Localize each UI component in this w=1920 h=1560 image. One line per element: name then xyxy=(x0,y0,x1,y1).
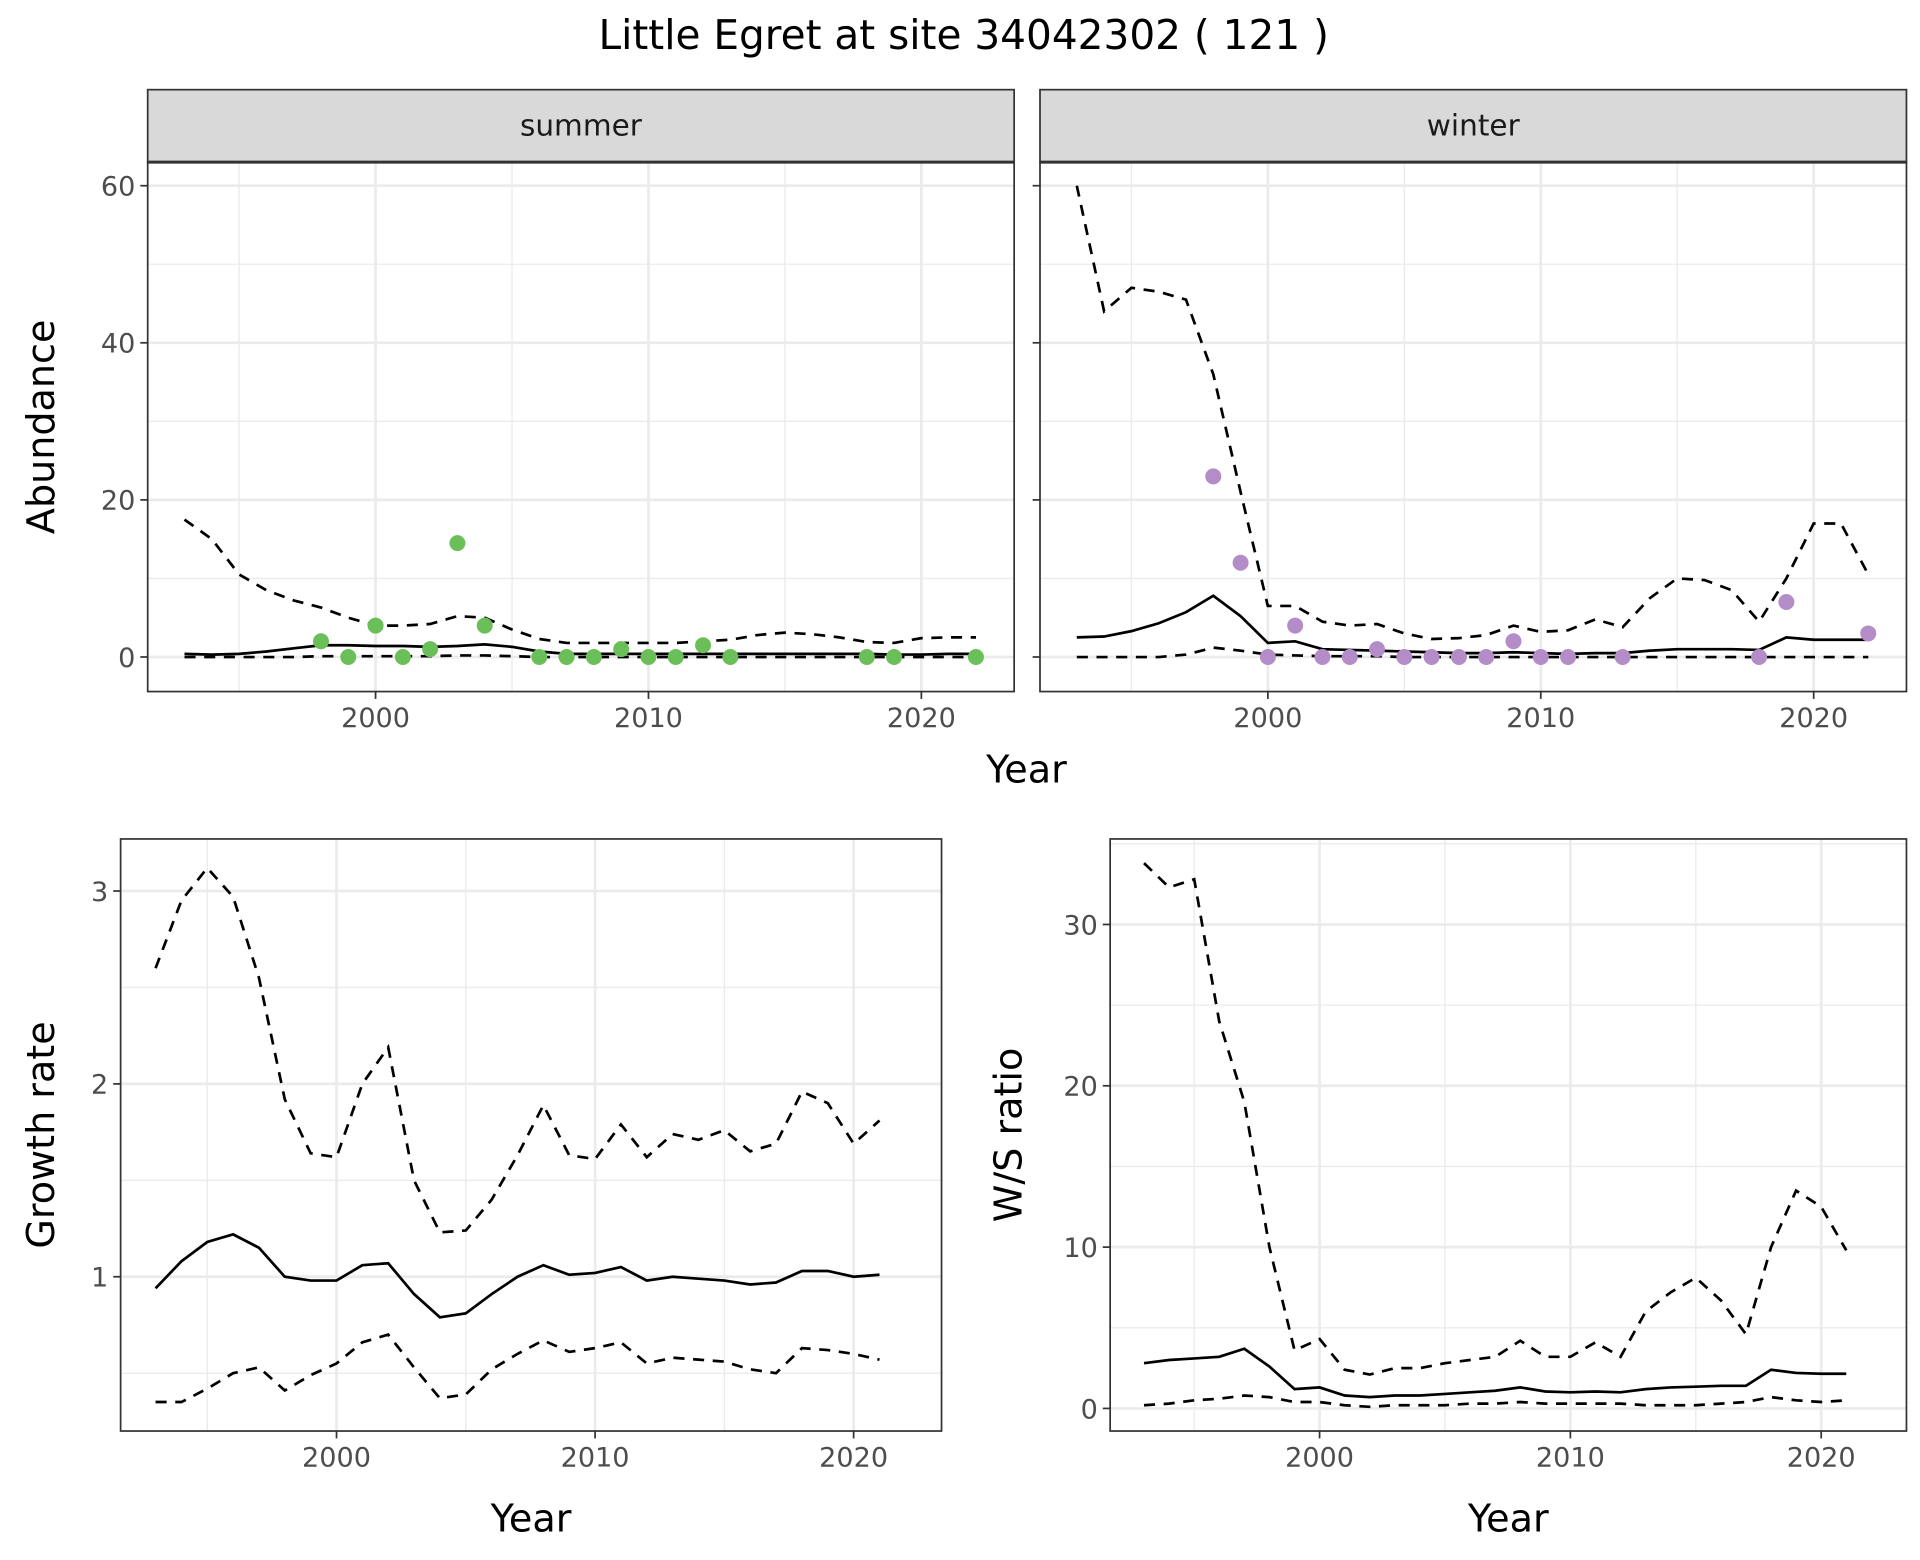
data-point xyxy=(1532,649,1549,665)
y-tick-label: 40 xyxy=(101,329,135,360)
data-point xyxy=(558,649,575,665)
x-tick-label: 2010 xyxy=(1536,1443,1605,1474)
y-tick-label: 2 xyxy=(91,1070,108,1101)
panel-growth: 2000 2010 2020 1 2 3 Year Growth rate xyxy=(19,838,943,1541)
panel-border xyxy=(1109,838,1908,1432)
data-point xyxy=(531,649,548,665)
data-point xyxy=(340,649,357,665)
data-point xyxy=(886,649,903,665)
data-point xyxy=(613,641,630,658)
data-point xyxy=(1341,649,1358,665)
x-tick-label: 2000 xyxy=(302,1443,371,1474)
series-line-upper xyxy=(183,518,976,645)
data-point xyxy=(1396,649,1413,665)
series-line-lower xyxy=(1076,646,1869,659)
x-tick-label: 2010 xyxy=(614,703,683,734)
data-point xyxy=(640,649,657,665)
plot-background xyxy=(120,838,942,1432)
x-axis-title: Year xyxy=(985,747,1067,791)
x-tick-label: 2000 xyxy=(1285,1443,1354,1474)
series-line-lower xyxy=(155,1333,880,1404)
y-tick-label: 0 xyxy=(118,643,135,674)
series-line-upper xyxy=(154,865,881,1234)
x-tick-label: 2000 xyxy=(341,703,410,734)
facet-strip xyxy=(146,88,1016,164)
data-point xyxy=(1505,633,1522,650)
data-point xyxy=(722,649,739,665)
plot-background xyxy=(1110,838,1907,1432)
x-tick-label: 2010 xyxy=(1506,703,1575,734)
y-tick-label: 30 xyxy=(1063,910,1097,941)
data-point xyxy=(422,641,439,658)
y-tick-label: 0 xyxy=(1081,1394,1098,1425)
chart-title: Little Egret at site 34042302 ( 121 ) xyxy=(598,11,1328,59)
data-point xyxy=(585,649,602,665)
series-line-upper xyxy=(1143,862,1848,1376)
data-point xyxy=(449,535,466,552)
y-tick-label: 20 xyxy=(101,486,135,517)
x-tick-label: 2010 xyxy=(561,1443,630,1474)
y-axis-title: Growth rate xyxy=(19,1021,63,1248)
series-line-mean xyxy=(1143,1347,1847,1399)
data-point xyxy=(695,637,712,654)
data-point xyxy=(1860,625,1877,642)
data-point xyxy=(1287,617,1304,634)
data-point xyxy=(1450,649,1467,665)
x-tick-label: 2020 xyxy=(1779,703,1848,734)
x-tick-label: 2020 xyxy=(819,1443,888,1474)
data-point xyxy=(1560,649,1577,665)
y-axis-title: W/S ratio xyxy=(987,1048,1031,1223)
data-point xyxy=(858,649,875,665)
x-axis-title: Year xyxy=(490,1497,572,1541)
data-point xyxy=(1778,594,1795,610)
facet-label-winter: winter xyxy=(1427,109,1521,143)
series-line-mean xyxy=(154,1232,880,1319)
plot-background xyxy=(147,162,1015,692)
x-tick-label: 2020 xyxy=(887,703,956,734)
facet-label-summer: summer xyxy=(520,109,643,143)
panel-summer: summer 2000 2010 2020 0 20 40 60 Year Abundance xyxy=(19,88,1067,791)
panel-winter: winter 2000 2010 2020 xyxy=(1032,88,1908,734)
data-point xyxy=(667,649,684,665)
y-tick-label: 1 xyxy=(91,1263,108,1294)
facet-strip xyxy=(1039,88,1908,164)
x-tick-label: 2020 xyxy=(1787,1443,1856,1474)
data-point xyxy=(1314,649,1331,665)
y-tick-label: 10 xyxy=(1063,1233,1097,1264)
x-tick-label: 2000 xyxy=(1233,703,1302,734)
series-line-lower xyxy=(184,654,976,659)
y-tick-label: 20 xyxy=(1063,1072,1097,1103)
data-point xyxy=(1232,554,1249,571)
data-point xyxy=(967,649,984,665)
series-line-upper xyxy=(1075,185,1870,641)
x-axis-title: Year xyxy=(1467,1497,1549,1541)
data-point xyxy=(1205,468,1222,485)
data-point xyxy=(394,649,411,665)
data-point xyxy=(1751,649,1768,665)
data-point xyxy=(1423,649,1440,665)
data-point xyxy=(1614,649,1631,665)
data-point xyxy=(476,617,493,634)
data-point xyxy=(1478,649,1495,665)
plot-background xyxy=(1040,162,1907,692)
series-line-mean xyxy=(1076,594,1869,656)
data-point xyxy=(1369,641,1386,658)
y-tick-label: 60 xyxy=(101,172,135,203)
data-point xyxy=(312,633,329,650)
panel-ratio: 2000 2010 2020 0 10 20 30 Year W/S ratio xyxy=(987,838,1908,1541)
data-point xyxy=(1259,649,1276,665)
data-point xyxy=(367,617,384,634)
y-axis-title: Abundance xyxy=(19,320,63,534)
panel-border xyxy=(119,838,943,1432)
y-tick-label: 3 xyxy=(91,877,108,908)
